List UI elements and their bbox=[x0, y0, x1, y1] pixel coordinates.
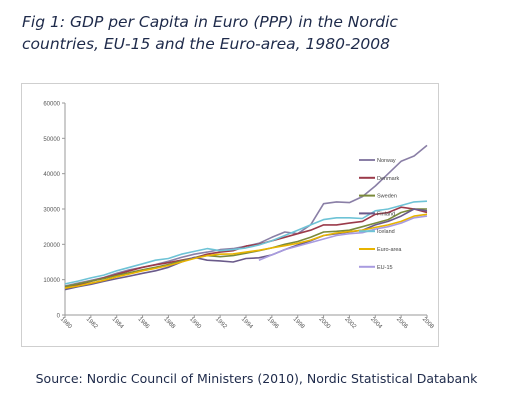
y-tick-label: 50000 bbox=[43, 137, 60, 143]
legend-label-eu-15: EU-15 bbox=[377, 265, 393, 271]
x-tick-label: 1982 bbox=[85, 316, 99, 330]
legend-label-iceland: Iceland bbox=[377, 229, 395, 235]
y-tick-label: 30000 bbox=[43, 208, 60, 214]
y-tick-label: 40000 bbox=[43, 172, 60, 178]
x-tick-label: 1986 bbox=[136, 316, 150, 330]
legend-label-norway: Norway bbox=[377, 158, 396, 164]
x-tick-label: 1984 bbox=[111, 316, 125, 330]
x-tick-label: 1994 bbox=[240, 316, 254, 330]
y-tick-label: 0 bbox=[57, 314, 61, 320]
series-line-sweden bbox=[64, 208, 427, 288]
figure-title: Fig 1: GDP per Capita in Euro (PPP) in t… bbox=[22, 11, 492, 55]
x-tick-label: 1990 bbox=[188, 316, 202, 330]
x-tick-label: 1980 bbox=[59, 316, 73, 330]
legend-label-euro-area: Euro-area bbox=[377, 247, 402, 253]
x-tick-label: 2000 bbox=[317, 316, 331, 330]
figure-title-line-1: Fig 1: GDP per Capita in Euro (PPP) in t… bbox=[22, 13, 398, 31]
series-line-finland bbox=[64, 208, 428, 291]
series-line-eu-15 bbox=[258, 215, 428, 261]
y-tick-label: 10000 bbox=[43, 278, 60, 284]
y-tick-label: 20000 bbox=[43, 243, 60, 249]
series-line-iceland bbox=[64, 200, 428, 285]
series-line-euro-area bbox=[64, 213, 428, 289]
x-tick-label: 2002 bbox=[343, 316, 357, 330]
source-note: Source: Nordic Council of Ministers (201… bbox=[35, 371, 478, 386]
legend-label-denmark: Denmark bbox=[377, 176, 400, 182]
x-tick-label: 1992 bbox=[214, 316, 228, 330]
y-tick-label: 60000 bbox=[43, 102, 60, 108]
x-tick-label: 1996 bbox=[266, 316, 280, 330]
series-line-denmark bbox=[64, 206, 428, 289]
legend-label-finland: Finland bbox=[377, 211, 395, 217]
x-tick-label: 2008 bbox=[421, 316, 435, 330]
x-tick-label: 1998 bbox=[292, 316, 306, 330]
line-chart: 0 10000 20000 30000 40000 50000 60000 1980 1982 1… bbox=[43, 102, 435, 331]
legend-label-sweden: Sweden bbox=[377, 194, 397, 200]
x-tick-label: 2004 bbox=[369, 316, 383, 330]
x-tick-label: 2006 bbox=[395, 316, 409, 330]
x-tick-label: 1988 bbox=[162, 316, 176, 330]
figure-title-line-2: countries, EU-15 and the Euro-area, 1980… bbox=[22, 35, 391, 53]
